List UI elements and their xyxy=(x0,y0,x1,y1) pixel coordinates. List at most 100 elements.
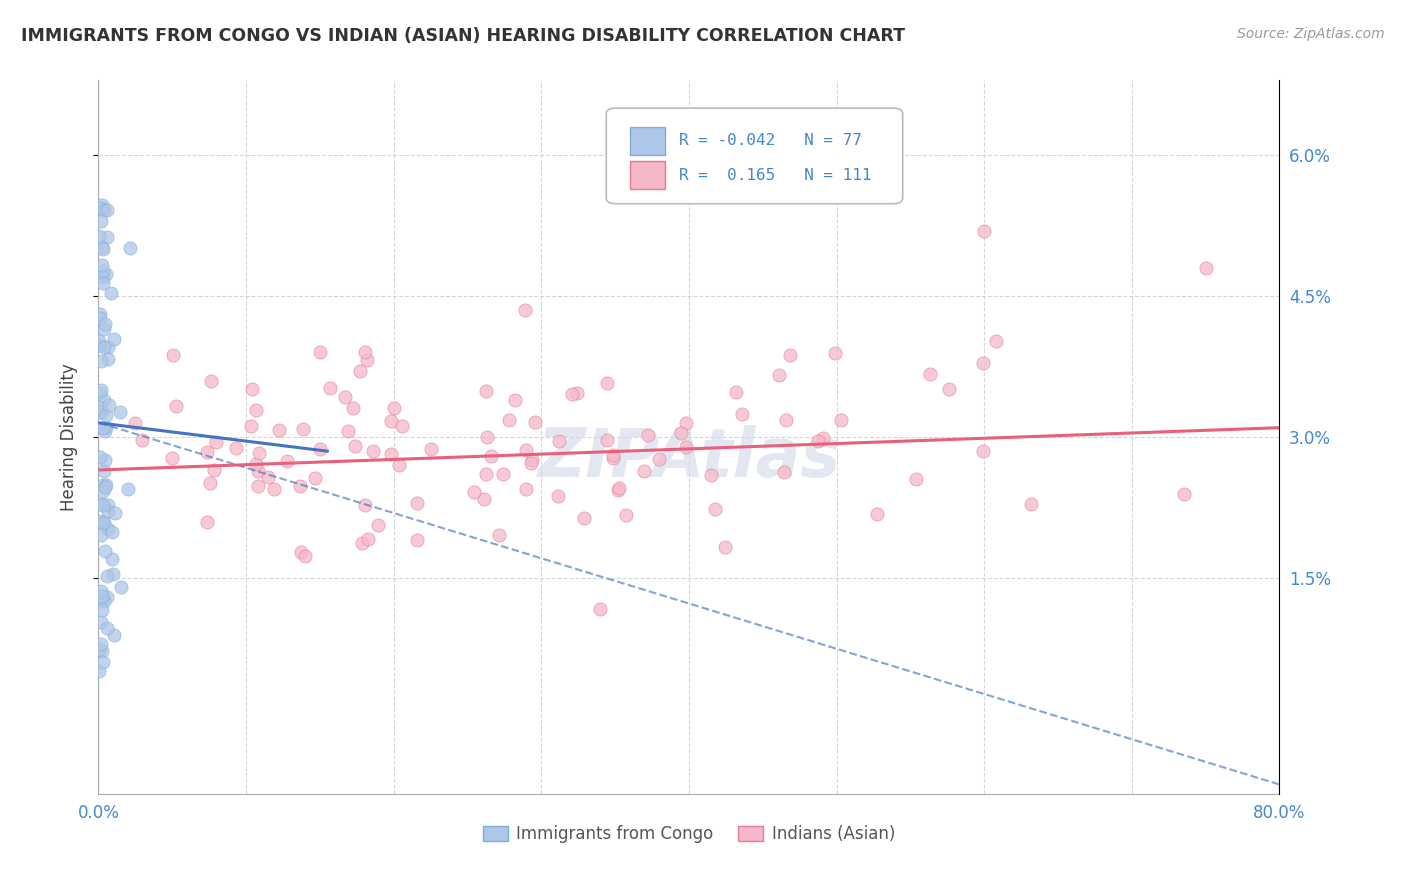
Point xyxy=(614,508,637,522)
Point xyxy=(101,525,124,540)
Point xyxy=(93,317,115,331)
Text: ZIPAtlas: ZIPAtlas xyxy=(537,425,841,491)
Point xyxy=(807,434,830,449)
Point xyxy=(239,419,262,434)
Point xyxy=(89,400,111,414)
Point xyxy=(515,442,537,457)
Point xyxy=(89,450,111,464)
Point xyxy=(91,484,114,499)
FancyBboxPatch shape xyxy=(606,108,903,203)
Y-axis label: Hearing Disability: Hearing Disability xyxy=(59,363,77,511)
Point xyxy=(89,229,111,244)
Point xyxy=(160,451,183,466)
Point xyxy=(669,426,692,441)
Point xyxy=(609,481,631,495)
Point xyxy=(263,482,285,496)
Point xyxy=(90,644,112,658)
Point xyxy=(165,399,187,413)
Point xyxy=(288,479,311,493)
Point xyxy=(519,456,541,470)
Point xyxy=(90,593,112,607)
Point xyxy=(291,422,314,436)
Point xyxy=(91,404,114,418)
Point xyxy=(768,368,790,382)
Point xyxy=(523,415,546,429)
Point xyxy=(97,498,120,512)
Point xyxy=(93,202,115,217)
Point xyxy=(866,507,889,521)
Point xyxy=(90,214,112,228)
Point xyxy=(89,664,111,678)
Point xyxy=(91,420,114,434)
Point xyxy=(972,356,994,370)
Point xyxy=(97,522,120,536)
Point xyxy=(1021,497,1043,511)
Point xyxy=(91,240,114,254)
Point xyxy=(276,454,298,468)
Point xyxy=(104,506,127,520)
Point xyxy=(110,580,132,594)
Point xyxy=(93,340,115,354)
Point xyxy=(93,321,115,335)
Point xyxy=(247,478,270,492)
Point xyxy=(354,344,377,359)
Point xyxy=(515,482,537,496)
Point xyxy=(245,457,267,471)
Point xyxy=(94,268,117,282)
Point xyxy=(90,354,112,368)
Point xyxy=(475,384,498,398)
Point xyxy=(342,401,364,415)
Point xyxy=(162,348,184,362)
Point xyxy=(195,445,218,459)
Point xyxy=(824,346,846,360)
Point xyxy=(101,551,124,566)
Point xyxy=(648,452,671,467)
Point xyxy=(103,627,125,641)
Point xyxy=(124,416,146,430)
Point xyxy=(240,383,263,397)
Point xyxy=(602,449,624,463)
Point xyxy=(94,420,117,434)
Point xyxy=(356,352,378,367)
Point xyxy=(309,442,332,456)
Point xyxy=(96,230,118,244)
Point xyxy=(90,383,112,397)
Point xyxy=(406,533,429,548)
Point xyxy=(813,431,835,445)
Point xyxy=(336,424,359,438)
Point xyxy=(247,464,270,478)
Point xyxy=(97,340,120,354)
Point xyxy=(349,364,371,378)
Point xyxy=(973,223,995,237)
Point xyxy=(97,503,120,517)
Point xyxy=(475,430,498,444)
Text: IMMIGRANTS FROM CONGO VS INDIAN (ASIAN) HEARING DISABILITY CORRELATION CHART: IMMIGRANTS FROM CONGO VS INDIAN (ASIAN) … xyxy=(21,27,905,45)
Point xyxy=(572,511,595,525)
Point xyxy=(513,303,536,318)
Point xyxy=(775,413,797,427)
Point xyxy=(704,502,727,516)
Point xyxy=(131,433,153,447)
Point xyxy=(245,403,267,417)
Point xyxy=(475,467,498,482)
Point xyxy=(225,441,247,455)
Point xyxy=(93,516,115,530)
Point xyxy=(93,393,115,408)
Point xyxy=(98,398,121,412)
Point xyxy=(91,478,114,492)
Point xyxy=(90,527,112,541)
Point xyxy=(94,408,117,422)
Point xyxy=(267,423,290,437)
Point xyxy=(918,367,941,381)
Point xyxy=(773,465,796,479)
Point xyxy=(94,453,117,467)
Point xyxy=(565,385,588,400)
Point xyxy=(607,483,630,497)
Point xyxy=(91,497,114,511)
Point xyxy=(595,433,617,447)
Point xyxy=(520,453,543,467)
Point xyxy=(548,434,571,448)
Point xyxy=(96,569,118,583)
Point xyxy=(479,449,502,463)
Point xyxy=(309,344,332,359)
